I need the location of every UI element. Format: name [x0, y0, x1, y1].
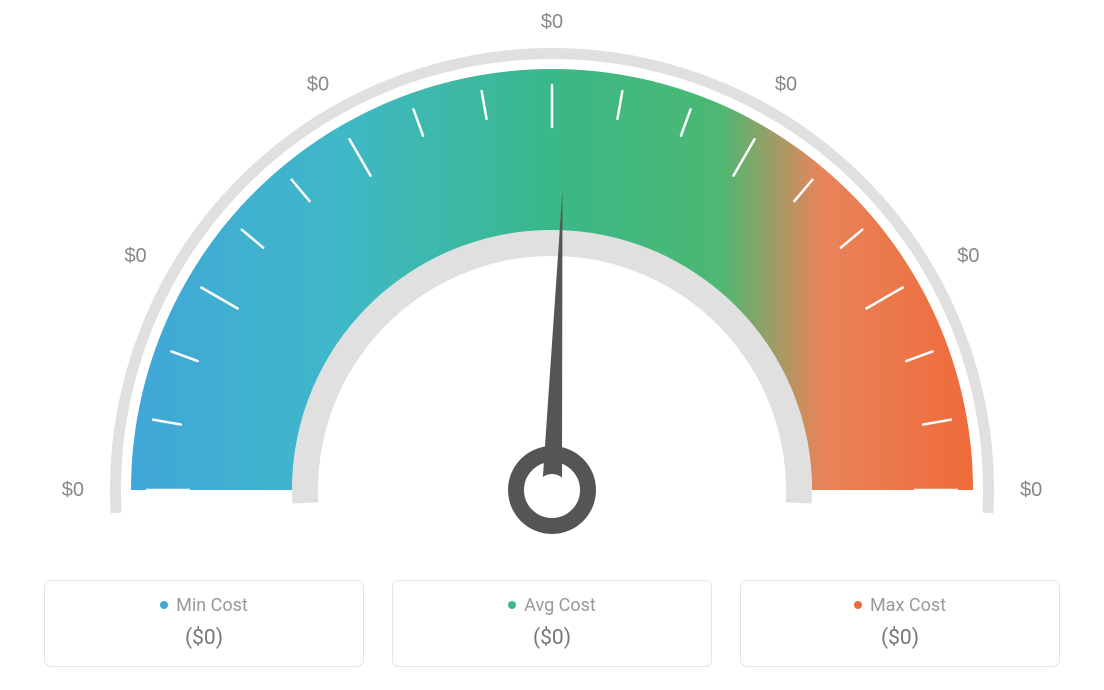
legend-card-avg: Avg Cost ($0)	[392, 580, 712, 667]
legend-card-max: Max Cost ($0)	[740, 580, 1060, 667]
legend-label-avg: Avg Cost	[393, 595, 711, 616]
legend-row: Min Cost ($0) Avg Cost ($0) Max Cost ($0…	[30, 580, 1074, 667]
gauge-chart: $0 $0 $0 $0 $0 $0 $0	[30, 10, 1074, 570]
legend-card-min: Min Cost ($0)	[44, 580, 364, 667]
svg-text:$0: $0	[957, 245, 979, 267]
legend-value-min: ($0)	[45, 626, 363, 650]
svg-text:$0: $0	[775, 74, 797, 96]
svg-text:$0: $0	[124, 245, 146, 267]
legend-label-max-text: Max Cost	[870, 595, 946, 616]
legend-label-avg-text: Avg Cost	[524, 595, 596, 616]
svg-text:$0: $0	[1020, 479, 1042, 501]
gauge-svg: $0 $0 $0 $0 $0 $0 $0	[52, 10, 1052, 570]
cost-gauge-widget: $0 $0 $0 $0 $0 $0 $0 Min Cost ($0) Avg Cost ($…	[0, 0, 1104, 690]
svg-text:$0: $0	[541, 11, 563, 33]
legend-value-max: ($0)	[741, 626, 1059, 650]
legend-label-min-text: Min Cost	[176, 595, 248, 616]
legend-dot-max	[854, 601, 862, 609]
legend-label-min: Min Cost	[45, 595, 363, 616]
legend-value-avg: ($0)	[393, 626, 711, 650]
svg-text:$0: $0	[62, 479, 84, 501]
svg-text:$0: $0	[307, 74, 329, 96]
legend-label-max: Max Cost	[741, 595, 1059, 616]
legend-dot-min	[160, 601, 168, 609]
legend-dot-avg	[508, 601, 516, 609]
